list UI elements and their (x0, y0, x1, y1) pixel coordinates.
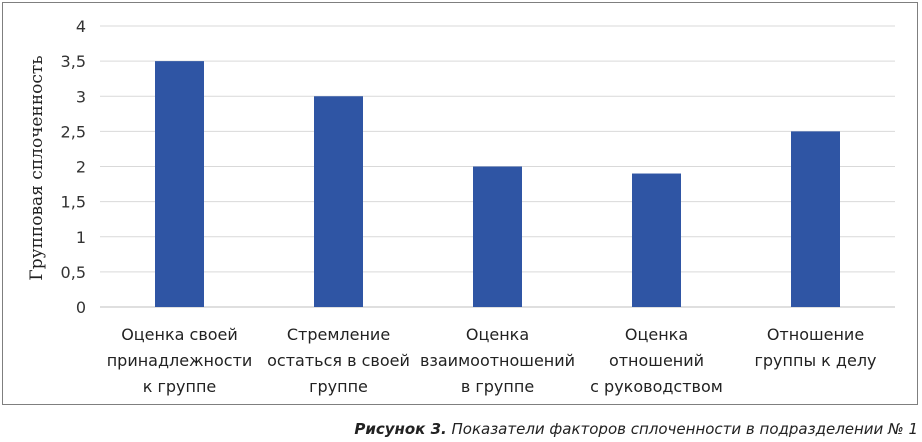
bar (314, 96, 363, 307)
y-tick-label: 4 (76, 17, 86, 36)
y-tick-label: 2 (76, 158, 86, 177)
x-category-label: Стремление остаться в своей группе (267, 325, 410, 396)
y-axis-title: Групповая сплоченность (27, 55, 47, 280)
y-tick-label: 2,5 (61, 122, 86, 141)
grid-lines (100, 25, 895, 308)
chart-frame (2, 2, 918, 405)
bar (473, 166, 522, 307)
y-tick-label: 1,5 (61, 193, 86, 212)
x-category-label: Оценка взаимоотношений в группе (420, 325, 575, 396)
x-axis-labels: Оценка своей принадлежности к группеСтремл… (107, 325, 877, 396)
bars (155, 61, 840, 307)
x-category-label: Оценка отношений с руководством (590, 325, 723, 396)
bar (155, 61, 204, 307)
x-category-label: Оценка своей принадлежности к группе (107, 325, 253, 396)
figure-caption: Рисунок 3. Показатели факторов сплоченно… (354, 420, 918, 438)
caption-text: Показатели факторов сплоченности в подра… (446, 420, 918, 438)
y-tick-label: 3,5 (61, 52, 86, 71)
y-axis-ticks: 0 0,5 1 1,5 2 2,5 3 3,5 4 (61, 17, 86, 317)
x-category-label: Отношение группы к делу (754, 325, 876, 370)
y-tick-label: 1 (76, 228, 86, 247)
bar (791, 131, 840, 307)
bar (632, 173, 681, 307)
y-tick-label: 0 (76, 298, 86, 317)
y-tick-label: 3 (76, 87, 86, 106)
y-tick-label: 0,5 (61, 263, 86, 282)
caption-label: Рисунок 3. (354, 420, 447, 438)
